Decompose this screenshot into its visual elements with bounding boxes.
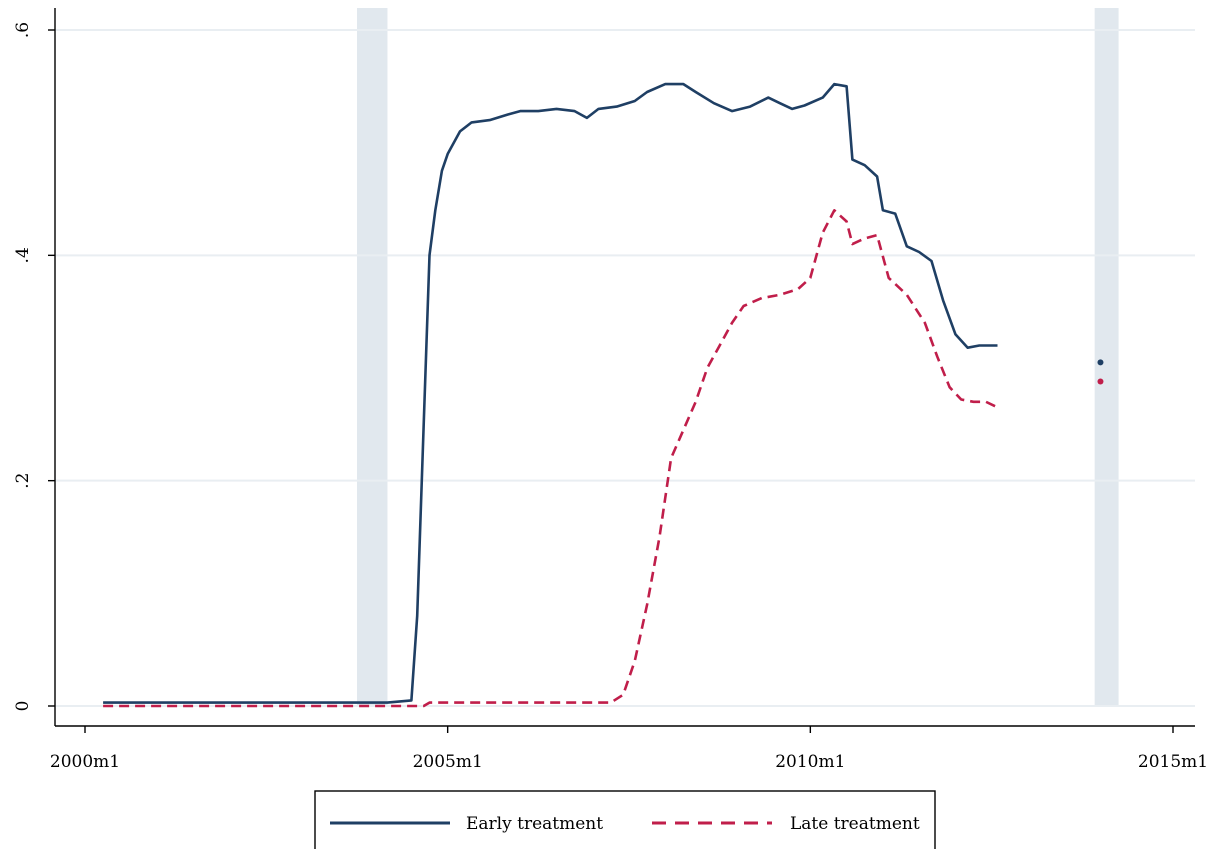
- axes: 0 .2 .4 .6 2000m1 2005m1 2010m1 2015m1: [13, 8, 1208, 772]
- shaded-period-0: [357, 8, 388, 706]
- x-tick-label-1: 2005m1: [413, 752, 483, 772]
- legend-box: [314, 790, 936, 849]
- y-tick-label-0: 0: [13, 701, 33, 712]
- x-tick-label-3: 2015m1: [1138, 752, 1208, 772]
- series-line-1: [103, 209, 999, 708]
- horizontal-gridlines: [55, 29, 1195, 707]
- x-tick-label-2: 2010m1: [775, 752, 845, 772]
- shaded-periods: [357, 8, 1119, 706]
- series-point-0: [1097, 359, 1104, 366]
- x-tick-label-0: 2000m1: [50, 752, 120, 772]
- y-tick-label-3: .6: [13, 22, 33, 38]
- series-layer: [103, 82, 1104, 708]
- series-line-0: [103, 82, 998, 704]
- legend-label-early: Early treatment: [466, 814, 603, 834]
- legend: Early treatment Late treatment: [314, 790, 936, 849]
- shaded-period-1: [1094, 8, 1119, 706]
- legend-label-late: Late treatment: [790, 814, 920, 834]
- y-tick-label-2: .4: [13, 247, 33, 263]
- y-tick-label-1: .2: [13, 473, 33, 489]
- series-point-1: [1097, 378, 1104, 385]
